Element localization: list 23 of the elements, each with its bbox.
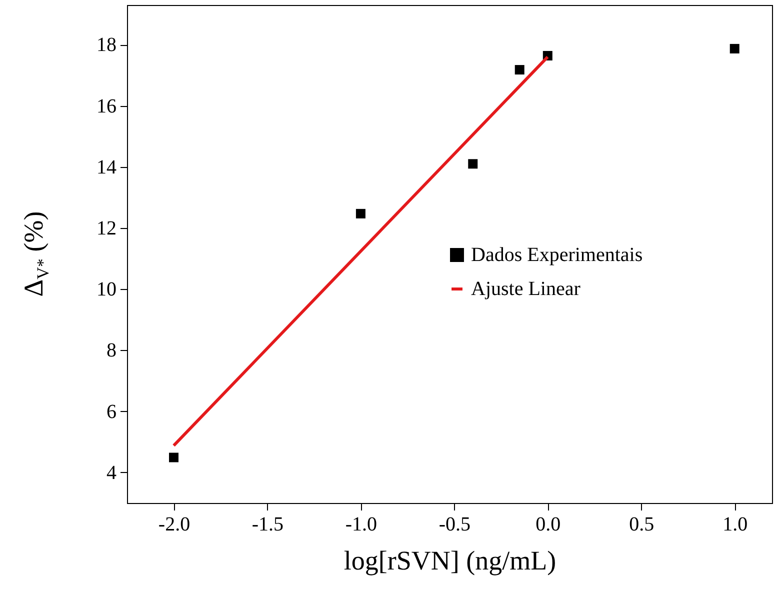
legend-label: Dados Experimentais bbox=[471, 244, 643, 266]
point bbox=[168, 452, 178, 462]
y-tick-label: 6 bbox=[106, 400, 116, 423]
y-tick-label: 18 bbox=[96, 34, 116, 56]
x-tick-label: 0.5 bbox=[629, 514, 654, 536]
point bbox=[356, 208, 366, 218]
x-tick-label: -2.0 bbox=[158, 514, 190, 536]
point bbox=[468, 159, 478, 169]
y-tick-label: 14 bbox=[96, 156, 116, 178]
y-tick-label: 8 bbox=[106, 340, 116, 362]
x-axis-title: log[rSVN] (ng/mL) bbox=[344, 546, 556, 576]
point bbox=[514, 65, 524, 75]
x-tick-label: 1.0 bbox=[722, 514, 748, 536]
x-tick-label: -1.5 bbox=[252, 514, 284, 536]
x-tick-label: 0.0 bbox=[536, 514, 561, 536]
y-tick-label: 4 bbox=[106, 462, 116, 484]
point bbox=[730, 44, 740, 54]
x-tick-label: -0.5 bbox=[438, 514, 471, 536]
x-tick-label: -1.0 bbox=[345, 514, 378, 536]
y-tick-label: 12 bbox=[96, 218, 116, 240]
y-tick-label: 10 bbox=[96, 278, 116, 301]
y-tick-label: 16 bbox=[96, 95, 116, 118]
legend-label: Ajuste Linear bbox=[471, 278, 581, 300]
